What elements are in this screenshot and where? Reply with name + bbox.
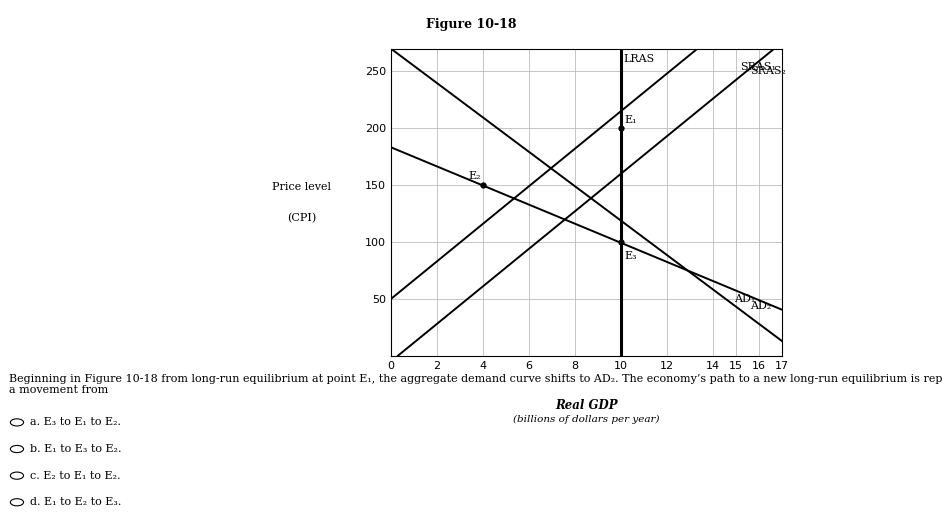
Text: (billions of dollars per year): (billions of dollars per year) [513,415,659,424]
Text: (CPI): (CPI) [286,212,317,223]
Text: Real GDP: Real GDP [555,399,618,412]
Text: AD₁: AD₁ [734,294,755,304]
Text: SRAS₁: SRAS₁ [740,62,776,72]
Text: Beginning in Figure 10-18 from long-run equilibrium at point E₁, the aggregate d: Beginning in Figure 10-18 from long-run … [9,374,942,395]
Text: AD₂: AD₂ [750,301,771,311]
Text: SRAS₂: SRAS₂ [750,66,786,76]
Text: Price level: Price level [272,182,331,192]
Text: E₂: E₂ [468,170,480,181]
Text: LRAS: LRAS [624,54,655,65]
Text: E₁: E₁ [625,115,637,125]
Text: E₃: E₃ [625,251,637,261]
Text: d. E₁ to E₂ to E₃.: d. E₁ to E₂ to E₃. [30,497,122,507]
Text: b. E₁ to E₃ to E₂.: b. E₁ to E₃ to E₂. [30,444,122,454]
Text: c. E₂ to E₁ to E₂.: c. E₂ to E₁ to E₂. [30,471,121,481]
Text: Figure 10-18: Figure 10-18 [426,18,516,31]
Text: a. E₃ to E₁ to E₂.: a. E₃ to E₁ to E₂. [30,417,122,428]
